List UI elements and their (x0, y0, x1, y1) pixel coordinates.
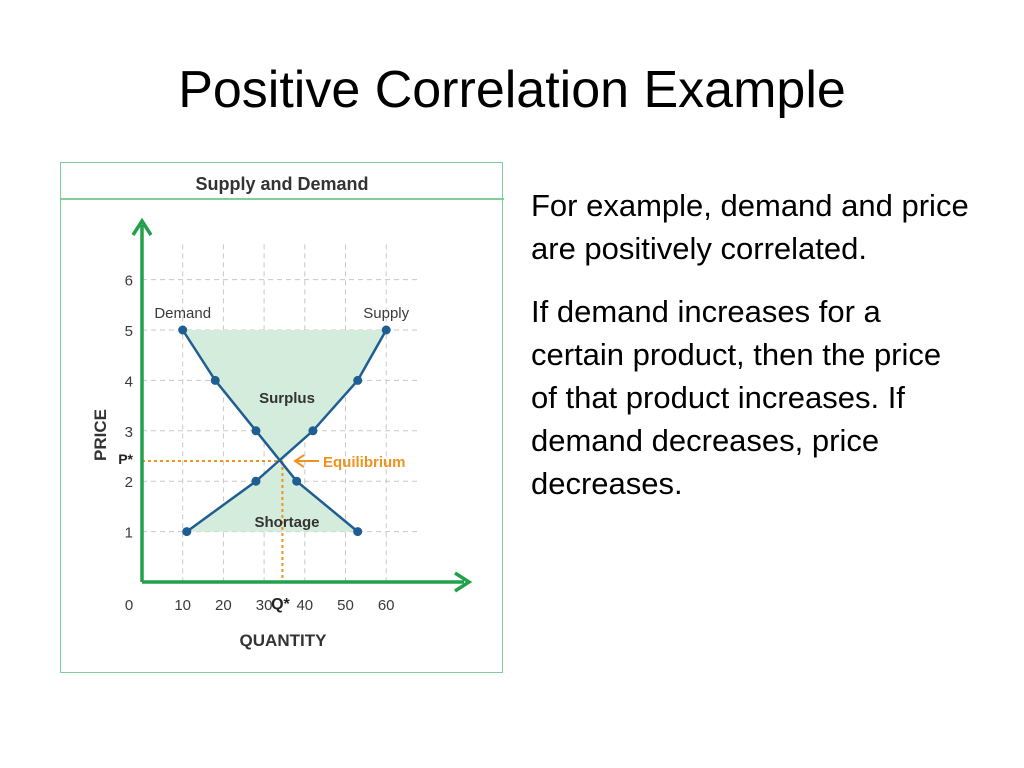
supply-point (381, 325, 391, 335)
supply-point (251, 476, 261, 486)
surplus-label: Surplus (259, 390, 315, 407)
paragraph-2: If demand increases for a certain produc… (531, 294, 942, 501)
supply-point (308, 426, 318, 436)
demand-point (251, 426, 261, 436)
shortage-area (186, 461, 358, 532)
slide-title: Positive Correlation Example (178, 61, 846, 119)
supply-demand-figure: Supply and Demand 1 2 3 4 5 6 0 10 20 30 40 50 60 Q* P*… (60, 162, 504, 673)
y-axis-arrow (131, 217, 153, 236)
demand-point (353, 527, 363, 537)
y-tick-label: 1 (125, 525, 133, 542)
p-star-label: P* (118, 451, 133, 467)
supply-label: Supply (363, 305, 409, 322)
y-tick-label: 5 (125, 323, 133, 340)
y-tick-label: 3 (125, 424, 133, 441)
x-tick-label: 50 (337, 597, 354, 614)
equilibrium-arrow-head (293, 454, 305, 468)
surplus-area (182, 330, 387, 462)
x-tick-label: 40 (296, 597, 313, 614)
demand-label: Demand (154, 305, 211, 322)
q-star-label: Q* (271, 596, 290, 613)
demand-point (178, 325, 188, 335)
y-tick-label: 2 (125, 474, 133, 491)
supply-point (353, 375, 363, 385)
x-tick-label: 0 (125, 597, 133, 614)
shortage-label: Shortage (254, 514, 319, 531)
x-tick-label: 30 (256, 597, 273, 614)
body-text: For example, demand and price are positi… (531, 184, 971, 525)
y-axis-title: PRICE (91, 409, 110, 461)
paragraph-1: For example, demand and price are positi… (531, 188, 969, 266)
x-tick-label: 20 (215, 597, 232, 614)
x-tick-label: 60 (378, 597, 395, 614)
demand-point (210, 375, 220, 385)
supply-point (182, 527, 192, 537)
y-tick-label: 4 (125, 373, 133, 390)
demand-point (292, 476, 302, 486)
x-axis-arrow (454, 571, 473, 593)
x-tick-label: 10 (174, 597, 191, 614)
x-axis-title: QUANTITY (240, 631, 328, 650)
y-tick-label: 6 (125, 273, 133, 290)
chart-title: Supply and Demand (195, 174, 368, 194)
equilibrium-label: Equilibrium (323, 454, 406, 471)
